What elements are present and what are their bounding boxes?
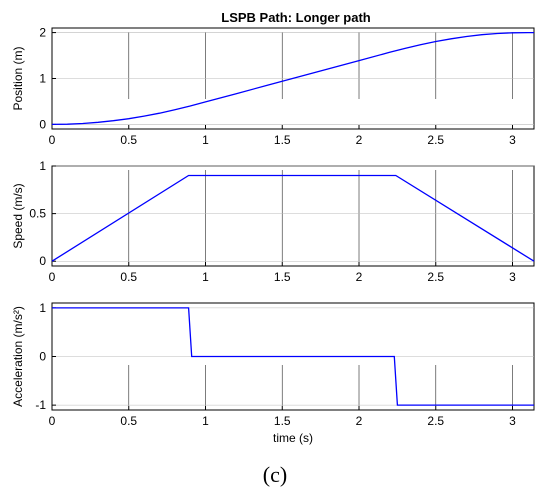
axes-box (51, 165, 535, 267)
x-tick-label: 3 (509, 414, 516, 428)
x-tick-label: 1 (202, 133, 209, 147)
x-tick-label: 0 (49, 270, 56, 284)
figure-caption: (c) (262, 462, 288, 487)
x-tick-label: 2.5 (427, 270, 444, 284)
x-tick-label: 2 (356, 270, 363, 284)
x-tick-label: 0.5 (120, 414, 137, 428)
x-tick-label: 2 (356, 414, 363, 428)
series-line (51, 174, 535, 262)
x-tick-label: 1 (202, 270, 209, 284)
series-line (52, 307, 534, 406)
x-tick-label: 1 (202, 414, 209, 428)
x-tick-label: 0 (49, 133, 56, 147)
y-axis-label: Position (m) (11, 46, 25, 110)
x-tick-label: 1.5 (274, 414, 291, 428)
y-tick-label: -1 (35, 398, 46, 412)
x-tick-label: 1.5 (274, 133, 291, 147)
y-tick-label: 0.5 (29, 207, 46, 221)
y-axis-label: Speed (m/s) (11, 183, 25, 248)
speed-panel: 0 0.5 1 1.5 2 2.5 3 0 0.5 1 Speed (m/s) (11, 159, 535, 284)
y-tick-label: 1 (39, 159, 46, 173)
series-line (51, 31, 534, 126)
x-tick-label: 0 (49, 414, 56, 428)
y-tick-label: 0 (39, 254, 46, 268)
y-axis-label: Acceleration (m/s²) (11, 306, 25, 407)
x-tick-label: 2 (356, 133, 363, 147)
position-panel: 0 0.5 1 1.5 2 2.5 3 0 1 2 Position (m) (11, 26, 535, 147)
x-tick-label: 3 (509, 270, 516, 284)
x-axis-label: time (s) (273, 431, 313, 445)
y-tick-label: 1 (39, 301, 46, 315)
lspb-figure: LSPB Path: Longer path 0 0.5 1 1.5 2 2.5 3012P… (11, 10, 535, 445)
y-tick-label: 1 (39, 72, 46, 86)
y-tick-label: 2 (39, 26, 46, 40)
x-tick-label: 0.5 (120, 133, 137, 147)
x-tick-label: 2.5 (427, 133, 444, 147)
y-tick-label: 0 (39, 350, 46, 364)
x-tick-label: 3 (509, 133, 516, 147)
x-tick-label: 2.5 (427, 414, 444, 428)
y-tick-label: 0 (39, 117, 46, 131)
x-tick-label: 1.5 (274, 270, 291, 284)
figure-title: LSPB Path: Longer path (221, 10, 371, 25)
x-tick-label: 0.5 (120, 270, 137, 284)
